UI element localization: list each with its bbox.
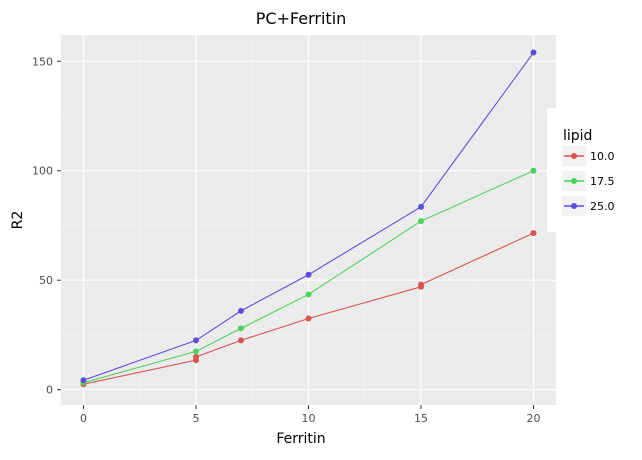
legend: lipid 10.0 17.5 25.0 [547,108,642,232]
x-tick-label: 0 [80,412,87,425]
series-layer [80,49,537,388]
series-17.5 [80,167,537,386]
y-tick-label: 50 [39,274,53,287]
legend-box [547,108,642,232]
x-tick-label: 10 [302,412,316,425]
data-point [530,167,537,174]
x-axis: 0 5 10 15 20 [80,405,541,425]
y-axis: 0 50 100 150 [32,55,61,397]
legend-item-label: 17.5 [590,175,615,188]
y-axis-label: R2 [10,211,26,230]
data-point [418,218,424,225]
data-point [238,337,244,344]
data-point [530,49,537,56]
data-point [530,230,537,237]
legend-item-label: 10.0 [590,150,615,163]
data-point [238,325,244,332]
data-point [80,377,87,384]
legend-key-point [571,178,577,184]
data-point [193,353,199,360]
y-tick-label: 150 [32,55,53,68]
legend-items: 10.0 17.5 25.0 [562,146,615,216]
data-point [238,307,244,314]
legend-item: 10.0 [562,146,615,166]
x-axis-label: Ferritin [276,431,325,447]
data-point [193,337,199,344]
legend-item-label: 25.0 [590,200,615,213]
data-point [418,203,424,210]
data-point [193,348,199,355]
legend-key-point [571,153,577,159]
data-point [305,315,312,322]
data-point [305,291,312,298]
x-tick-label: 5 [193,412,200,425]
data-point [418,281,424,288]
legend-key-point [571,203,577,209]
data-point [305,271,312,278]
y-tick-label: 0 [46,384,53,397]
y-tick-label: 100 [32,165,53,178]
legend-title: lipid [563,128,592,144]
series-25.0 [80,49,537,384]
legend-item: 17.5 [562,171,615,191]
x-tick-label: 15 [414,412,428,425]
x-tick-label: 20 [527,412,541,425]
series-10.0 [80,230,537,388]
chart-title: PC+Ferritin [256,9,347,28]
series-line [83,170,534,384]
series-line [83,52,534,381]
legend-item: 25.0 [562,196,615,216]
